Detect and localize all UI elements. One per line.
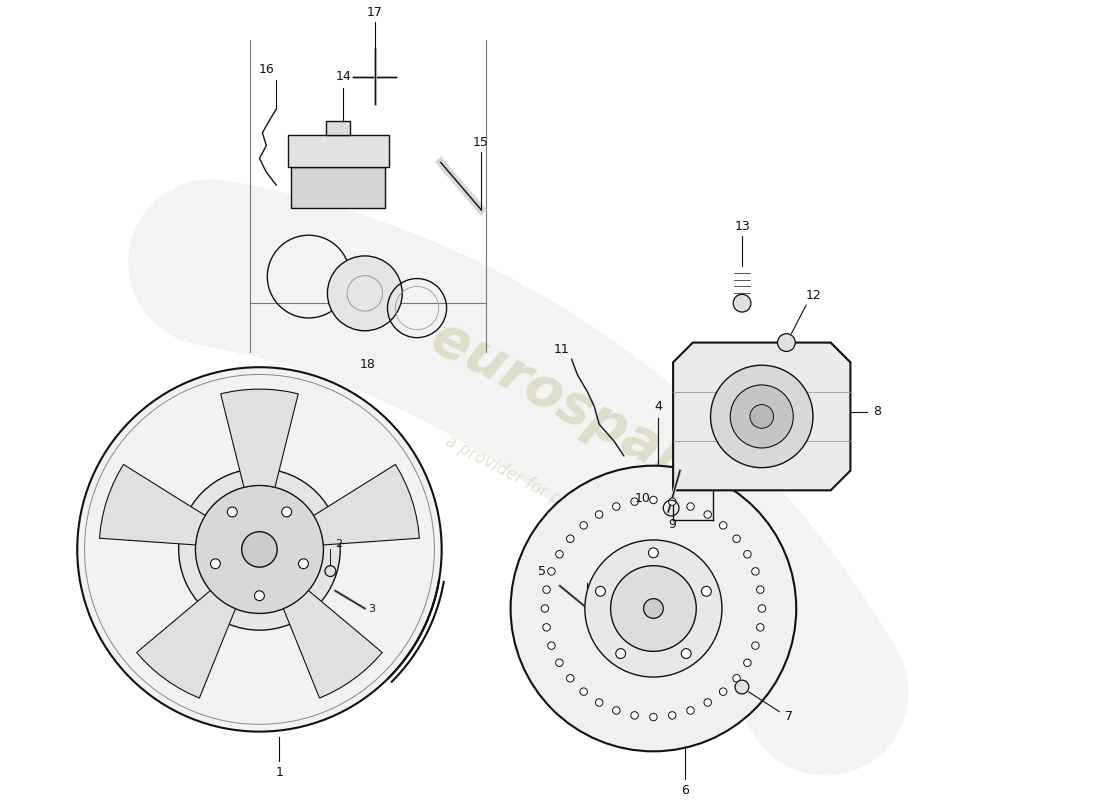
- Circle shape: [242, 532, 277, 567]
- Circle shape: [704, 698, 712, 706]
- Circle shape: [630, 498, 638, 506]
- Text: 12: 12: [806, 289, 822, 302]
- Circle shape: [650, 714, 657, 721]
- Text: 15: 15: [473, 136, 490, 149]
- Circle shape: [616, 649, 626, 658]
- Circle shape: [595, 586, 605, 596]
- Circle shape: [757, 624, 764, 631]
- Text: eurospares: eurospares: [421, 310, 757, 522]
- Circle shape: [730, 385, 793, 448]
- Circle shape: [566, 535, 574, 542]
- Circle shape: [757, 586, 764, 594]
- Circle shape: [744, 550, 751, 558]
- Circle shape: [751, 642, 759, 650]
- Circle shape: [580, 688, 587, 695]
- Circle shape: [556, 550, 563, 558]
- Circle shape: [566, 674, 574, 682]
- Circle shape: [613, 706, 620, 714]
- Text: 16: 16: [258, 63, 274, 76]
- Circle shape: [282, 507, 292, 517]
- Circle shape: [630, 712, 638, 719]
- Circle shape: [686, 502, 694, 510]
- Circle shape: [719, 688, 727, 695]
- Circle shape: [719, 522, 727, 529]
- Circle shape: [704, 510, 712, 518]
- Text: 5: 5: [538, 565, 546, 578]
- Circle shape: [669, 498, 676, 506]
- Circle shape: [542, 624, 550, 631]
- Circle shape: [556, 659, 563, 666]
- Text: 8: 8: [873, 405, 881, 418]
- Circle shape: [196, 486, 323, 614]
- Circle shape: [758, 605, 766, 612]
- Circle shape: [585, 540, 722, 677]
- Text: 11: 11: [554, 343, 570, 356]
- Polygon shape: [136, 590, 235, 698]
- Circle shape: [750, 405, 773, 428]
- Circle shape: [580, 522, 587, 529]
- Text: 7: 7: [785, 710, 793, 723]
- Circle shape: [510, 466, 796, 751]
- Circle shape: [228, 507, 238, 517]
- Circle shape: [613, 502, 620, 510]
- Circle shape: [702, 586, 712, 596]
- Circle shape: [210, 558, 220, 569]
- Text: 14: 14: [336, 70, 351, 83]
- Circle shape: [681, 649, 691, 658]
- Text: 18: 18: [360, 358, 376, 370]
- Circle shape: [744, 659, 751, 666]
- Circle shape: [595, 698, 603, 706]
- Circle shape: [254, 590, 264, 601]
- Text: 1: 1: [275, 766, 283, 779]
- Polygon shape: [673, 342, 850, 490]
- Circle shape: [610, 566, 696, 651]
- Polygon shape: [287, 134, 389, 167]
- Polygon shape: [221, 389, 298, 487]
- Text: a provider for parts since 1985: a provider for parts since 1985: [442, 432, 678, 569]
- Circle shape: [548, 568, 556, 575]
- Polygon shape: [99, 465, 206, 545]
- Circle shape: [541, 605, 549, 612]
- Circle shape: [77, 367, 442, 732]
- Text: 17: 17: [366, 6, 383, 19]
- Polygon shape: [292, 167, 385, 208]
- Circle shape: [733, 674, 740, 682]
- Circle shape: [778, 334, 795, 351]
- Circle shape: [669, 712, 676, 719]
- Polygon shape: [327, 121, 350, 134]
- Circle shape: [542, 586, 550, 594]
- Text: 3: 3: [368, 603, 375, 614]
- Circle shape: [735, 680, 749, 694]
- Circle shape: [644, 598, 663, 618]
- Circle shape: [328, 256, 403, 330]
- Polygon shape: [284, 590, 383, 698]
- Circle shape: [178, 469, 340, 630]
- Circle shape: [650, 496, 657, 504]
- Circle shape: [324, 566, 336, 577]
- Circle shape: [595, 510, 603, 518]
- Text: 4: 4: [654, 400, 662, 413]
- Text: 10: 10: [635, 492, 650, 505]
- Circle shape: [548, 642, 556, 650]
- Text: 9: 9: [668, 518, 676, 531]
- Polygon shape: [314, 465, 419, 545]
- Text: 6: 6: [681, 784, 689, 798]
- Circle shape: [711, 366, 813, 468]
- Circle shape: [686, 706, 694, 714]
- Text: 2: 2: [334, 538, 342, 549]
- Circle shape: [733, 535, 740, 542]
- Circle shape: [298, 558, 308, 569]
- Circle shape: [751, 568, 759, 575]
- Circle shape: [649, 548, 658, 558]
- Text: 13: 13: [734, 220, 750, 233]
- Circle shape: [734, 294, 751, 312]
